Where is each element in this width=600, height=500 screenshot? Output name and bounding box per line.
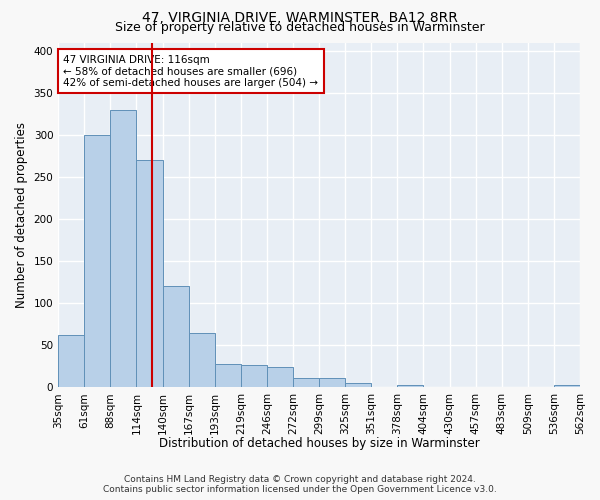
Text: 47 VIRGINIA DRIVE: 116sqm
← 58% of detached houses are smaller (696)
42% of semi: 47 VIRGINIA DRIVE: 116sqm ← 58% of detac…: [64, 54, 319, 88]
Bar: [293, 378, 319, 387]
Bar: [84, 135, 110, 387]
Bar: [554, 384, 580, 387]
Bar: [110, 110, 136, 387]
Y-axis label: Number of detached properties: Number of detached properties: [15, 122, 28, 308]
Text: Size of property relative to detached houses in Warminster: Size of property relative to detached ho…: [115, 21, 485, 34]
Bar: [241, 364, 267, 387]
Text: Contains HM Land Registry data © Crown copyright and database right 2024.
Contai: Contains HM Land Registry data © Crown c…: [103, 474, 497, 494]
Bar: [58, 335, 84, 387]
Bar: [215, 364, 241, 387]
Bar: [319, 378, 345, 387]
Bar: [397, 384, 424, 387]
Bar: [188, 332, 215, 387]
Text: 47, VIRGINIA DRIVE, WARMINSTER, BA12 8RR: 47, VIRGINIA DRIVE, WARMINSTER, BA12 8RR: [142, 11, 458, 25]
X-axis label: Distribution of detached houses by size in Warminster: Distribution of detached houses by size …: [159, 437, 479, 450]
Bar: [267, 367, 293, 387]
Bar: [136, 160, 163, 387]
Bar: [163, 286, 188, 387]
Bar: [345, 383, 371, 387]
